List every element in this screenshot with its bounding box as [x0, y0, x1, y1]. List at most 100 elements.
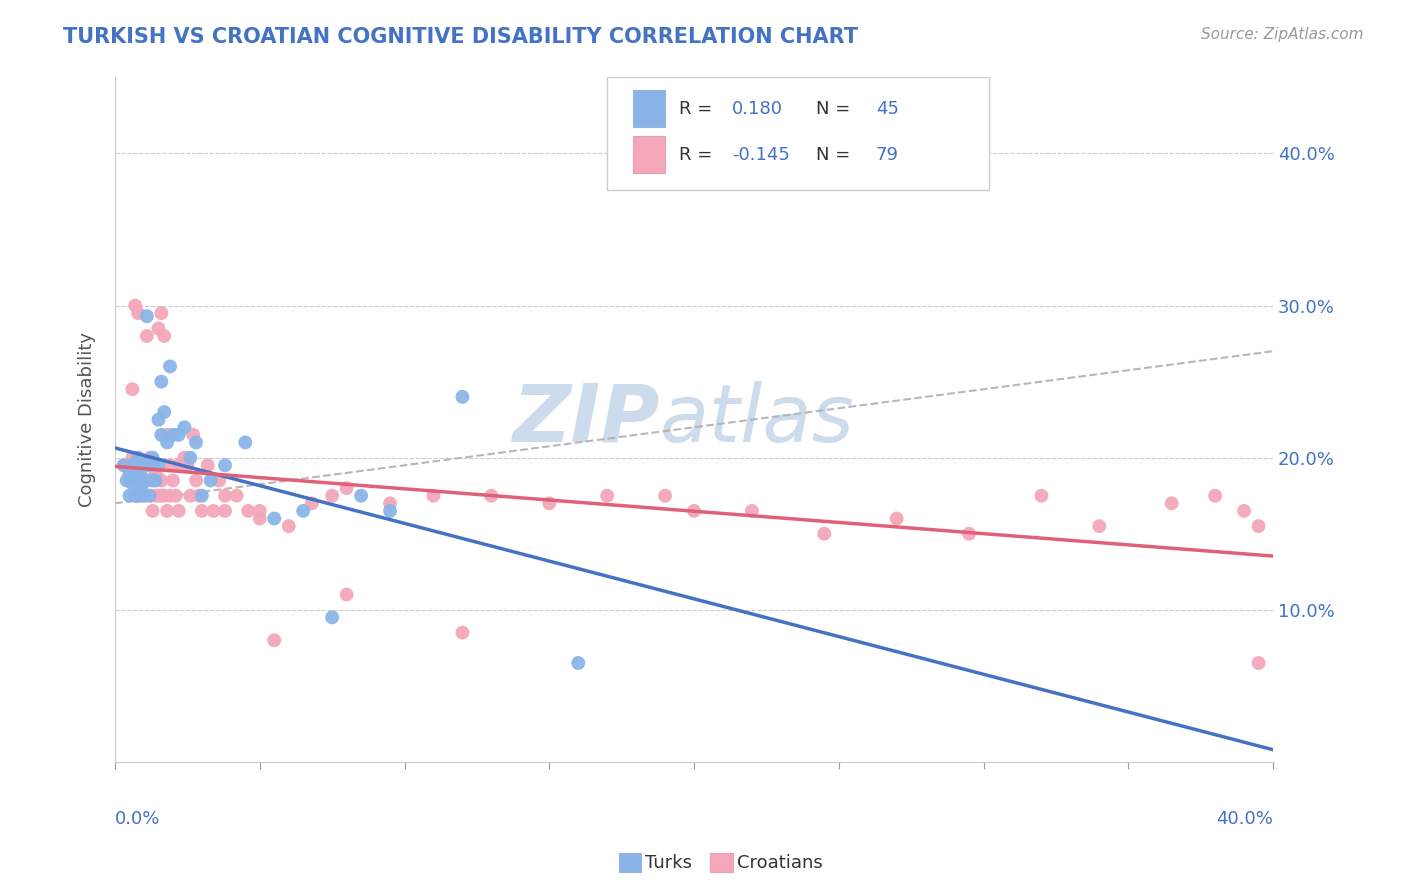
- Point: [238, 504, 260, 518]
- Y-axis label: Cognitive Disability: Cognitive Disability: [79, 332, 96, 508]
- Point: [118, 489, 141, 503]
- Point: [153, 405, 176, 419]
- Text: ZIP: ZIP: [512, 381, 659, 458]
- Point: [1088, 519, 1111, 533]
- Point: [538, 496, 561, 510]
- Point: [142, 474, 165, 488]
- Text: -0.145: -0.145: [733, 145, 790, 164]
- Point: [129, 481, 152, 495]
- Point: [225, 489, 247, 503]
- Point: [153, 329, 176, 343]
- Point: [135, 310, 157, 324]
- Point: [683, 504, 706, 518]
- Point: [188, 489, 211, 503]
- Point: [179, 489, 201, 503]
- Point: [127, 489, 149, 503]
- Bar: [633, 136, 665, 173]
- Point: [124, 299, 146, 313]
- Point: [148, 412, 170, 426]
- Point: [200, 474, 222, 488]
- Point: [208, 474, 231, 488]
- Point: [135, 329, 157, 343]
- Point: [422, 489, 444, 503]
- Point: [167, 428, 190, 442]
- Point: [173, 450, 195, 465]
- Text: N =: N =: [815, 145, 856, 164]
- Point: [191, 489, 214, 503]
- Point: [191, 504, 214, 518]
- Point: [957, 526, 980, 541]
- Point: [277, 519, 299, 533]
- Point: [197, 458, 219, 473]
- Point: [214, 504, 236, 518]
- Text: Turks: Turks: [645, 854, 692, 871]
- Point: [1204, 489, 1226, 503]
- Point: [162, 428, 184, 442]
- Point: [301, 496, 323, 510]
- Point: [112, 458, 135, 473]
- Point: [321, 610, 343, 624]
- Point: [124, 466, 146, 480]
- Point: [321, 489, 343, 503]
- Point: [1160, 496, 1182, 510]
- Point: [173, 420, 195, 434]
- Point: [249, 504, 271, 518]
- Point: [129, 489, 152, 503]
- Point: [451, 625, 474, 640]
- Point: [378, 504, 401, 518]
- Point: [336, 588, 359, 602]
- Point: [121, 476, 143, 491]
- FancyBboxPatch shape: [607, 78, 990, 190]
- Point: [142, 504, 165, 518]
- Point: [148, 489, 170, 503]
- Point: [132, 489, 155, 503]
- Point: [127, 450, 149, 465]
- Point: [121, 450, 143, 465]
- Point: [142, 458, 165, 473]
- Text: 0.0%: 0.0%: [115, 810, 160, 828]
- Point: [336, 481, 359, 495]
- Point: [121, 382, 143, 396]
- Point: [145, 466, 167, 480]
- Point: [886, 511, 908, 525]
- Point: [214, 489, 236, 503]
- Point: [292, 504, 315, 518]
- Point: [127, 489, 149, 503]
- Point: [139, 489, 162, 503]
- Point: [162, 474, 184, 488]
- Point: [148, 458, 170, 473]
- Bar: [633, 90, 665, 128]
- Point: [150, 489, 173, 503]
- Point: [124, 489, 146, 503]
- Text: 79: 79: [876, 145, 898, 164]
- Point: [150, 306, 173, 320]
- Point: [181, 428, 204, 442]
- Point: [214, 458, 236, 473]
- Point: [150, 375, 173, 389]
- Point: [567, 656, 589, 670]
- Point: [263, 511, 285, 525]
- Point: [741, 504, 763, 518]
- Point: [150, 474, 173, 488]
- Point: [153, 489, 176, 503]
- Point: [165, 489, 187, 503]
- Point: [118, 466, 141, 480]
- Point: [451, 390, 474, 404]
- Point: [135, 474, 157, 488]
- Text: TURKISH VS CROATIAN COGNITIVE DISABILITY CORRELATION CHART: TURKISH VS CROATIAN COGNITIVE DISABILITY…: [63, 27, 858, 46]
- Point: [112, 458, 135, 473]
- Point: [596, 489, 619, 503]
- Point: [150, 428, 173, 442]
- Point: [156, 435, 179, 450]
- Point: [156, 428, 179, 442]
- Point: [132, 458, 155, 473]
- Point: [145, 489, 167, 503]
- Point: [813, 526, 835, 541]
- Point: [127, 474, 149, 488]
- Point: [1031, 489, 1053, 503]
- Point: [118, 474, 141, 488]
- Point: [159, 489, 181, 503]
- Text: 0.180: 0.180: [733, 100, 783, 118]
- Point: [378, 496, 401, 510]
- Text: Croatians: Croatians: [737, 854, 823, 871]
